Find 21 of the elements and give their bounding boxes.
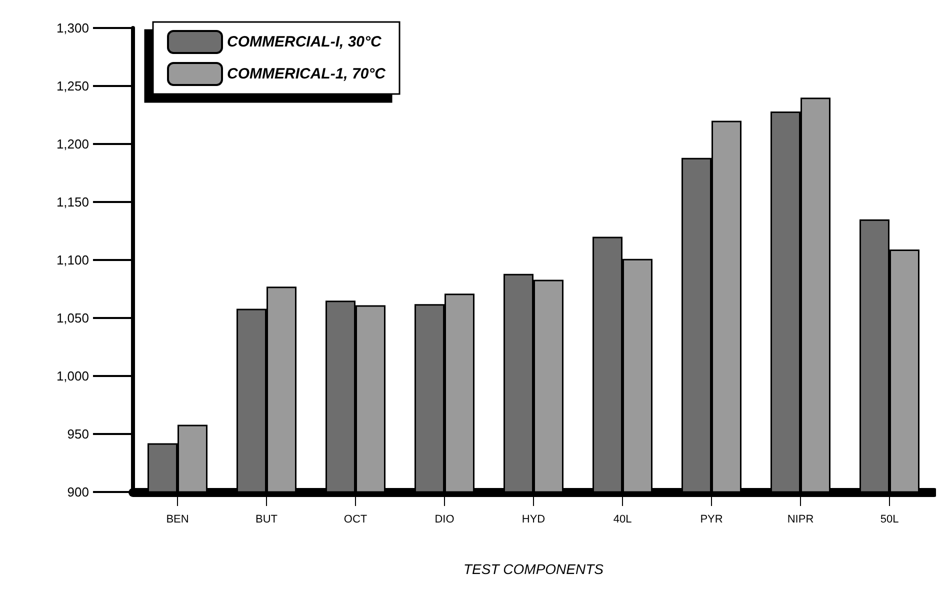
y-tick-label: 1,200	[56, 136, 89, 152]
legend-label: COMMERCIAL-I, 30°C	[227, 34, 383, 50]
y-tick-label: 1,300	[56, 20, 89, 36]
x-axis-title: TEST COMPONENTS	[463, 561, 604, 577]
legend-label: COMMERICAL-1, 70°C	[227, 66, 387, 82]
x-tick-label: PYR	[700, 514, 723, 526]
x-tick-label: 50L	[880, 514, 899, 526]
y-tick-label: 1,150	[56, 194, 89, 210]
x-tick-label: DIO	[434, 514, 455, 526]
x-tick-label: BUT	[256, 514, 278, 526]
y-tick-label: 1,100	[56, 252, 89, 268]
x-tick-label: HYD	[522, 514, 546, 526]
y-tick-label: 900	[67, 484, 89, 500]
x-tick-label: NIPR	[787, 514, 814, 526]
y-tick-label: 950	[67, 426, 89, 442]
x-tick-label: 40L	[613, 514, 632, 526]
x-tick-label: OCT	[344, 514, 368, 526]
y-tick-label: 1,000	[56, 368, 89, 384]
x-tick-label: BEN	[166, 514, 189, 526]
y-tick-label: 1,050	[56, 310, 89, 326]
y-tick-label: 1,250	[56, 78, 89, 94]
